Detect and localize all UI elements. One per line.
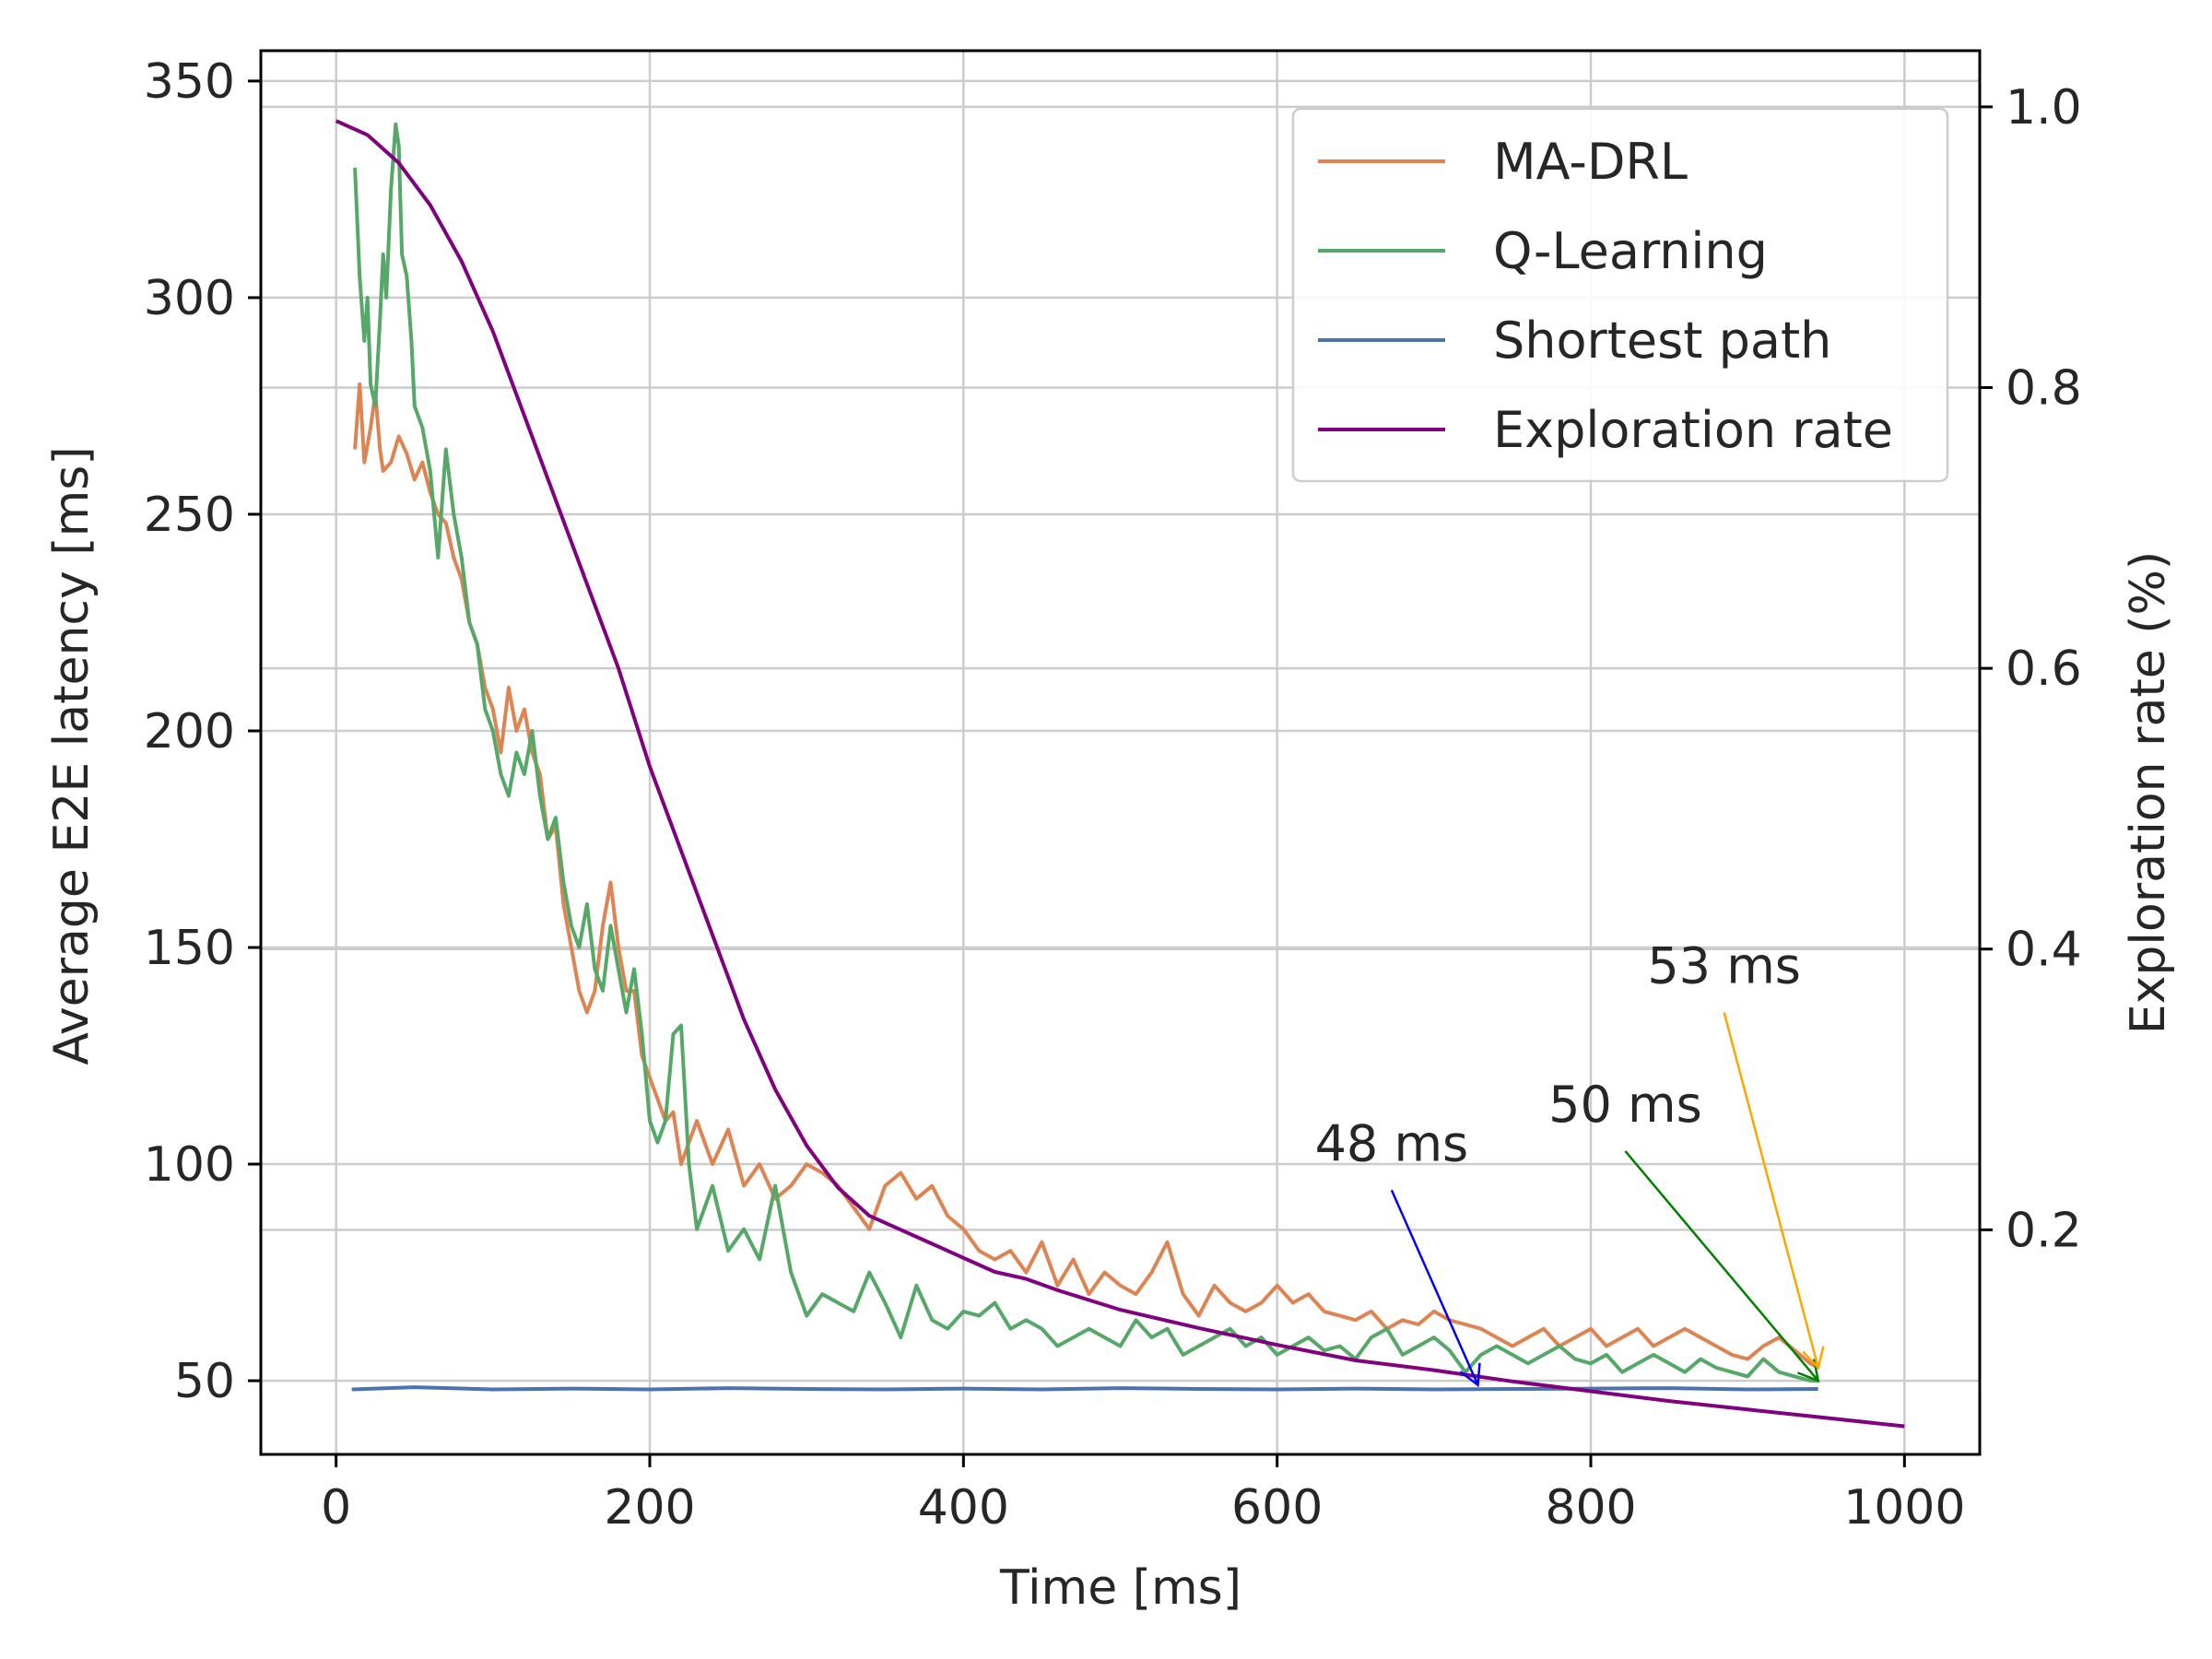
legend-label-shortest-path: Shortest path	[1493, 312, 1831, 370]
series-line-ma-drl	[353, 382, 1819, 1370]
annotation-arrow	[1390, 1189, 1479, 1386]
y-tick-label: 200	[144, 704, 235, 759]
annotation-arrow	[1723, 1012, 1819, 1369]
x-tick-label: 800	[1545, 1480, 1636, 1535]
x-tick-label: 400	[918, 1480, 1009, 1535]
legend: MA-DRL Q-Learning Shortest path Exploration…	[1291, 107, 1949, 483]
series-line-exploration-rate	[335, 119, 1905, 1429]
x-tick-label: 1000	[1843, 1480, 1965, 1535]
y2-tick-label: 0.6	[2006, 641, 2082, 697]
annotation-arrowhead	[1459, 1362, 1481, 1388]
legend-box	[1291, 107, 1949, 483]
series-line-shortest-path	[351, 1385, 1818, 1392]
plot-frame	[259, 49, 1982, 1456]
annotation-label: 50 ms	[1548, 1076, 1702, 1134]
x-tick-label: 200	[604, 1480, 695, 1535]
annotation-arrow	[1624, 1150, 1819, 1382]
x-axis-label: Time [ms]	[999, 1560, 1241, 1616]
y-tick-label: 150	[144, 921, 235, 976]
y-tick-label: 250	[144, 488, 235, 543]
annotation-label: 53 ms	[1647, 937, 1801, 995]
y2-tick-label: 0.2	[2006, 1203, 2082, 1258]
y-axis-label: Average E2E latency [ms]	[44, 446, 100, 1065]
y2-tick-label: 0.4	[2006, 923, 2082, 978]
annotation-arrowhead	[1802, 1346, 1825, 1371]
y-tick-label: 100	[144, 1137, 235, 1193]
legend-label-q-learning: Q-Learning	[1493, 222, 1768, 280]
x-tick-label: 600	[1231, 1480, 1323, 1535]
legend-label-exploration-rate: Exploration rate	[1493, 401, 1893, 459]
y2-tick-label: 0.8	[2006, 361, 2082, 417]
y2-axis-label: Exploration rate (%)	[2121, 551, 2176, 1034]
y-tick-label: 350	[144, 54, 235, 110]
series-line-q-learning	[353, 122, 1818, 1383]
legend-label-ma-drl: MA-DRL	[1493, 133, 1688, 191]
y-tick-label: 50	[174, 1354, 235, 1409]
annotation-label: 48 ms	[1315, 1114, 1469, 1172]
y2-tick-label: 1.0	[2006, 80, 2082, 135]
x-tick-label: 0	[321, 1480, 351, 1535]
y-tick-label: 300	[144, 271, 235, 326]
